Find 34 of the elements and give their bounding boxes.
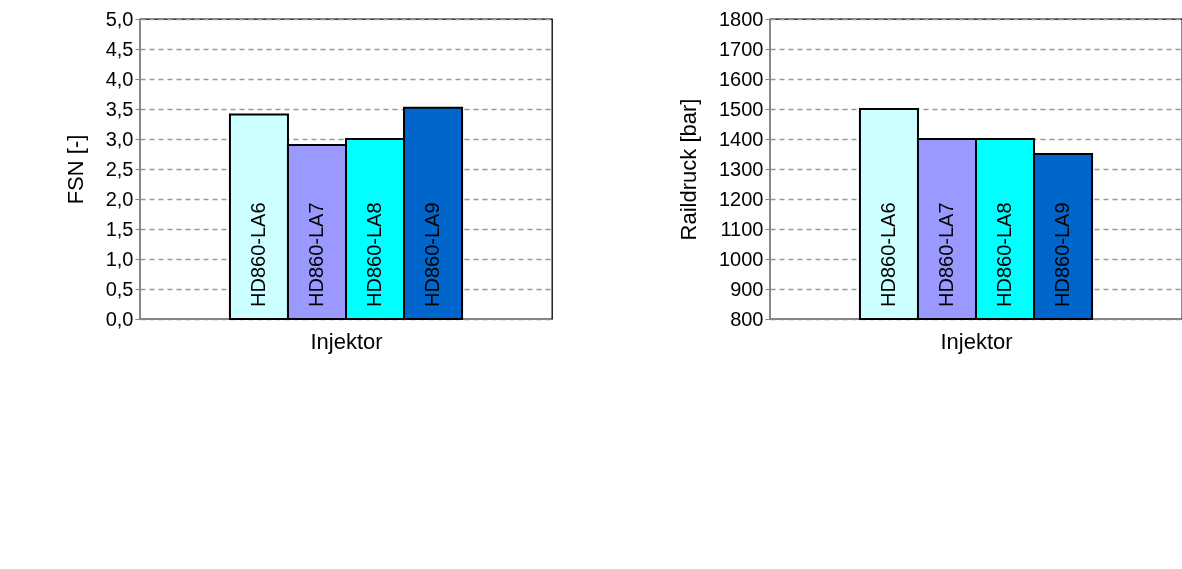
y-tick-label: 1400 (719, 127, 764, 150)
y-tick-label: 1,0 (105, 247, 134, 270)
y-tick-label: 1000 (719, 247, 764, 270)
y-tick-label: 1600 (719, 67, 764, 90)
y-tick-label: 1,5 (105, 217, 134, 240)
series-label: HD860-LA6 (246, 202, 269, 307)
y-tick-label: 1800 (719, 7, 764, 30)
y-axis-title: Raildruck [bar] (676, 98, 702, 241)
y-tick-label: 0,5 (105, 277, 134, 300)
y-tick-label: 800 (730, 307, 764, 330)
series-label: HD860-LA8 (993, 202, 1016, 307)
y-tick-label: 5,0 (105, 7, 134, 30)
x-axis-title: Injektor (310, 328, 383, 354)
y-tick-label: 2,5 (105, 157, 134, 180)
y-tick-label: 1100 (720, 217, 764, 240)
y-tick-label: 3,0 (105, 127, 134, 150)
y-axis-title: FSN [-] (62, 134, 88, 205)
y-tick-label: 900 (730, 277, 764, 300)
y-tick-label: 1200 (719, 187, 764, 210)
series-label: HD860-LA6 (876, 202, 899, 307)
x-axis-title: Injektor (940, 328, 1013, 354)
y-tick-label: 3,5 (105, 97, 134, 120)
series-label: HD860-LA7 (304, 202, 327, 307)
y-tick-label: 1700 (719, 37, 764, 60)
y-tick-label: 4,5 (105, 37, 134, 60)
y-tick-label: 1500 (719, 97, 764, 120)
y-tick-label: 0,0 (105, 307, 134, 330)
series-label: HD860-LA9 (1051, 202, 1074, 307)
y-tick-label: 1300 (719, 157, 764, 180)
series-label: HD860-LA8 (363, 202, 386, 307)
series-label: HD860-LA7 (934, 202, 957, 307)
series-label: HD860-LA9 (421, 202, 444, 307)
y-tick-label: 2,0 (105, 187, 134, 210)
y-tick-label: 4,0 (105, 67, 134, 90)
